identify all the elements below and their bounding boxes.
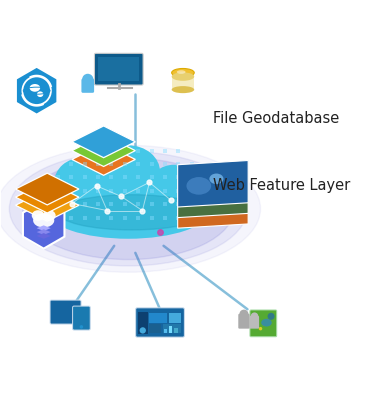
Polygon shape [177, 160, 248, 207]
FancyBboxPatch shape [238, 314, 250, 328]
Ellipse shape [177, 70, 186, 74]
FancyBboxPatch shape [99, 57, 139, 81]
FancyBboxPatch shape [94, 53, 143, 85]
FancyBboxPatch shape [82, 79, 94, 93]
Circle shape [21, 76, 52, 106]
Circle shape [82, 74, 93, 85]
Polygon shape [72, 135, 135, 166]
Ellipse shape [0, 145, 261, 272]
Ellipse shape [186, 177, 211, 195]
Bar [174, 328, 177, 333]
Bar [172, 73, 194, 90]
Bar [149, 313, 167, 323]
Polygon shape [15, 189, 79, 221]
Bar [149, 324, 161, 333]
FancyBboxPatch shape [73, 306, 90, 330]
Ellipse shape [172, 72, 194, 81]
FancyBboxPatch shape [249, 316, 259, 328]
Circle shape [23, 77, 50, 104]
Ellipse shape [97, 145, 160, 198]
Ellipse shape [261, 319, 272, 326]
Circle shape [80, 325, 83, 328]
Ellipse shape [139, 327, 146, 334]
Bar [164, 329, 167, 333]
Circle shape [259, 327, 262, 330]
Polygon shape [36, 233, 51, 239]
Ellipse shape [47, 182, 209, 239]
Ellipse shape [172, 86, 194, 93]
FancyBboxPatch shape [250, 310, 277, 337]
Text: Web Feature Layer: Web Feature Layer [213, 178, 350, 193]
Ellipse shape [44, 161, 143, 232]
Ellipse shape [30, 84, 40, 92]
Circle shape [251, 313, 258, 320]
Polygon shape [23, 201, 64, 249]
Ellipse shape [209, 173, 223, 184]
Polygon shape [177, 171, 248, 218]
Bar [169, 326, 172, 333]
Ellipse shape [58, 195, 206, 230]
Ellipse shape [172, 68, 194, 77]
Polygon shape [15, 173, 79, 205]
FancyBboxPatch shape [50, 300, 81, 324]
Circle shape [240, 310, 249, 319]
Polygon shape [36, 229, 51, 235]
Polygon shape [177, 182, 248, 228]
Circle shape [268, 313, 274, 320]
Polygon shape [15, 181, 79, 213]
Bar [163, 324, 181, 333]
Text: File Geodatabase: File Geodatabase [213, 112, 339, 127]
Polygon shape [16, 67, 58, 115]
Ellipse shape [32, 210, 44, 221]
Polygon shape [36, 225, 51, 231]
Ellipse shape [9, 152, 247, 266]
Ellipse shape [54, 158, 111, 207]
Ellipse shape [23, 158, 234, 260]
Ellipse shape [43, 210, 56, 221]
FancyBboxPatch shape [136, 308, 184, 337]
Polygon shape [72, 144, 135, 175]
Ellipse shape [149, 165, 199, 207]
Bar [169, 313, 181, 323]
Bar [138, 312, 148, 334]
Polygon shape [72, 126, 135, 158]
Ellipse shape [33, 213, 54, 228]
Ellipse shape [37, 92, 43, 97]
Ellipse shape [185, 188, 220, 219]
